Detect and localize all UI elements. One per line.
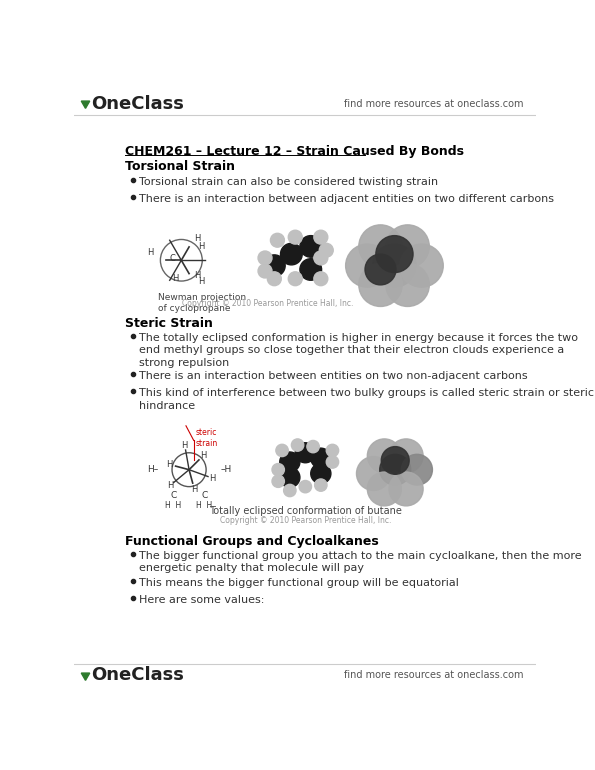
- Text: H: H: [167, 460, 173, 469]
- Circle shape: [311, 448, 331, 468]
- Text: H: H: [209, 474, 215, 483]
- Circle shape: [346, 244, 389, 287]
- Circle shape: [284, 484, 296, 497]
- Circle shape: [359, 263, 402, 306]
- Text: Newman projection
of cyclopropane: Newman projection of cyclopropane: [158, 293, 246, 313]
- Circle shape: [272, 464, 284, 476]
- Text: H: H: [198, 242, 205, 251]
- Circle shape: [288, 272, 302, 286]
- Text: –H: –H: [220, 465, 231, 474]
- Text: H: H: [191, 484, 198, 494]
- Text: The totally eclipsed conformation is higher in energy because it forces the two
: The totally eclipsed conformation is hig…: [139, 333, 578, 368]
- Circle shape: [372, 244, 416, 287]
- Circle shape: [314, 230, 328, 244]
- Circle shape: [276, 444, 288, 457]
- Circle shape: [300, 236, 322, 257]
- Text: Totally eclipsed conformation of butane: Totally eclipsed conformation of butane: [209, 506, 402, 516]
- Text: H: H: [193, 234, 200, 243]
- Circle shape: [292, 439, 304, 451]
- Circle shape: [295, 443, 315, 463]
- Text: CHEM261 – Lecture 12 – Strain Caused By Bonds: CHEM261 – Lecture 12 – Strain Caused By …: [125, 145, 464, 158]
- Circle shape: [311, 464, 331, 484]
- Text: There is an interaction between entities on two non-adjacent carbons: There is an interaction between entities…: [139, 371, 527, 381]
- Circle shape: [367, 439, 402, 473]
- Circle shape: [356, 457, 390, 490]
- Circle shape: [299, 480, 312, 493]
- Circle shape: [288, 230, 302, 244]
- Text: This kind of interference between two bulky groups is called steric strain or st: This kind of interference between two bu…: [139, 388, 594, 411]
- Text: This means the bigger functional group will be equatorial: This means the bigger functional group w…: [139, 578, 459, 588]
- Circle shape: [280, 467, 300, 487]
- Text: The bigger functional group you attach to the main cycloalkane, then the more
en: The bigger functional group you attach t…: [139, 551, 581, 574]
- Circle shape: [400, 244, 443, 287]
- Circle shape: [381, 447, 409, 474]
- Text: Steric Strain: Steric Strain: [125, 317, 212, 330]
- Circle shape: [300, 259, 322, 280]
- Circle shape: [258, 264, 272, 278]
- Circle shape: [315, 479, 327, 491]
- Text: H: H: [200, 451, 206, 460]
- Circle shape: [367, 472, 402, 506]
- Text: H  H: H H: [165, 500, 181, 510]
- Circle shape: [380, 454, 411, 485]
- Text: H: H: [193, 271, 200, 280]
- Circle shape: [280, 452, 300, 472]
- Text: Functional Groups and Cycloalkanes: Functional Groups and Cycloalkanes: [125, 535, 378, 548]
- Text: C: C: [170, 491, 177, 500]
- Text: find more resources at oneclass.com: find more resources at oneclass.com: [345, 99, 524, 109]
- Circle shape: [264, 255, 285, 276]
- Circle shape: [326, 444, 339, 457]
- Circle shape: [326, 456, 339, 468]
- Text: H: H: [167, 481, 173, 490]
- Text: C: C: [202, 491, 208, 500]
- Text: steric
strain: steric strain: [195, 428, 218, 448]
- Circle shape: [320, 243, 333, 257]
- Text: Torsional strain can also be considered twisting strain: Torsional strain can also be considered …: [139, 177, 438, 187]
- Text: H: H: [172, 274, 178, 283]
- Text: Torsional Strain: Torsional Strain: [125, 160, 235, 173]
- Circle shape: [386, 263, 430, 306]
- Text: H: H: [181, 441, 188, 450]
- Circle shape: [389, 439, 423, 473]
- Circle shape: [271, 233, 284, 247]
- Circle shape: [359, 225, 402, 268]
- Text: OneClass: OneClass: [92, 95, 184, 113]
- Text: H  H: H H: [196, 500, 212, 510]
- Circle shape: [307, 440, 320, 453]
- Text: H: H: [147, 248, 154, 257]
- Circle shape: [376, 236, 413, 273]
- Text: find more resources at oneclass.com: find more resources at oneclass.com: [345, 670, 524, 679]
- Text: H–: H–: [147, 465, 158, 474]
- Circle shape: [267, 272, 281, 286]
- Circle shape: [272, 475, 284, 487]
- Text: Copyright © 2010 Pearson Prentice Hall, Inc.: Copyright © 2010 Pearson Prentice Hall, …: [183, 299, 354, 308]
- Circle shape: [314, 272, 328, 286]
- Text: OneClass: OneClass: [92, 665, 184, 684]
- Circle shape: [386, 225, 430, 268]
- Text: Here are some values:: Here are some values:: [139, 595, 264, 605]
- Circle shape: [258, 251, 272, 265]
- Text: H: H: [198, 277, 205, 286]
- Circle shape: [402, 454, 433, 485]
- Circle shape: [389, 472, 423, 506]
- Circle shape: [365, 254, 396, 285]
- Circle shape: [314, 251, 328, 265]
- Circle shape: [280, 243, 302, 265]
- Text: Copyright © 2010 Pearson Prentice Hall, Inc.: Copyright © 2010 Pearson Prentice Hall, …: [220, 516, 391, 525]
- Text: C: C: [169, 254, 175, 263]
- Text: There is an interaction between adjacent entities on two different carbons: There is an interaction between adjacent…: [139, 194, 554, 204]
